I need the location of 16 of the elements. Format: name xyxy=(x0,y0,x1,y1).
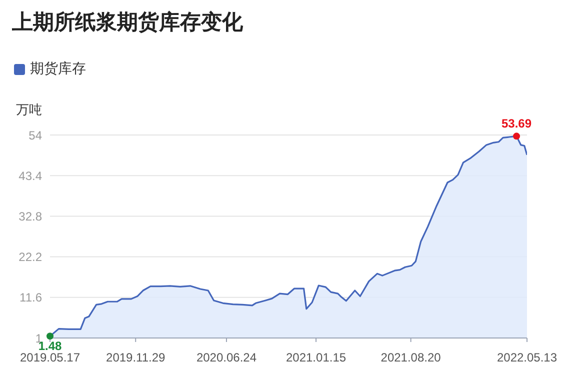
y-tick-label: 43.4 xyxy=(18,168,42,183)
y-tick-label: 32.8 xyxy=(18,209,42,224)
x-tick-label: 2022.05.13 xyxy=(496,350,558,365)
x-tick-label: 2020.06.24 xyxy=(196,350,257,365)
x-tick-label: 2019.05.17 xyxy=(20,350,80,365)
y-tick-label: 54 xyxy=(28,128,42,142)
annotation: 53.69 xyxy=(502,116,532,131)
y-axis-title: 万吨 xyxy=(16,101,42,119)
x-tick-label: 2021.01.15 xyxy=(286,350,346,365)
chart-title: 上期所纸浆期货库存变化 xyxy=(12,10,243,36)
y-tick-label: 22.2 xyxy=(18,250,42,264)
x-tick-label: 2021.08.20 xyxy=(380,350,442,365)
annotation: 1.48 xyxy=(38,339,62,354)
x-tick-label: 2019.11.29 xyxy=(106,350,166,365)
legend-label: 期货库存 xyxy=(29,60,86,78)
y-tick-label: 11.6 xyxy=(20,290,42,305)
